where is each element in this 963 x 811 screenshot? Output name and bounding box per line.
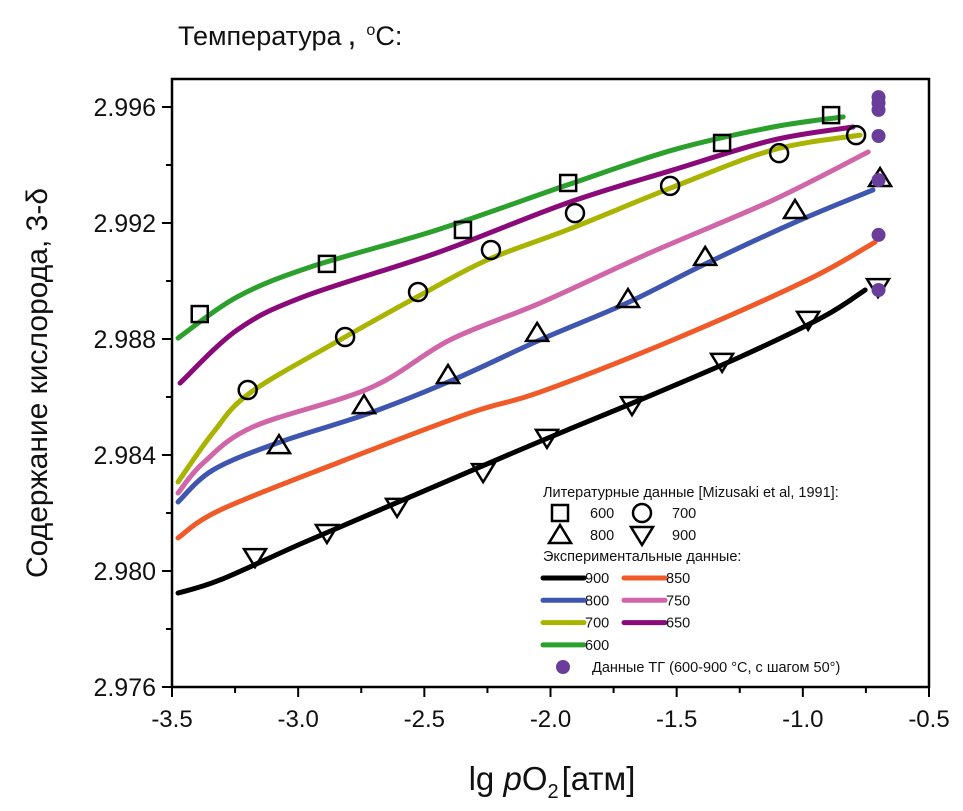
x-axis-label: lg pO2[атм] [469, 760, 636, 803]
tg-point [871, 282, 886, 297]
y-axis-label: Содержание кислорода, 3-δ [21, 188, 54, 578]
x-tick-label: -1.0 [782, 706, 823, 733]
x-tick-label: -3.0 [277, 706, 318, 733]
literature-point-900 [383, 497, 411, 520]
x-tick-label: -2.0 [530, 706, 571, 733]
literature-point-600 [821, 105, 841, 125]
tg-point [871, 173, 886, 188]
legend-literature-label: 900 [672, 528, 696, 544]
tg-points [871, 90, 886, 297]
y-tick-label: 2.992 [93, 210, 156, 238]
literature-point-800 [614, 286, 642, 309]
legend-experimental-header: Экспериментальные данные: [543, 549, 741, 565]
legend-experimental-label: 750 [666, 593, 690, 609]
literature-point-600 [453, 220, 473, 240]
literature-point-700 [334, 326, 356, 348]
plot-frame [170, 77, 931, 689]
legend-marker-triangle-up [546, 522, 574, 545]
x-tick-label: -0.5 [908, 706, 949, 733]
legend-experimental-label: 800 [585, 593, 609, 609]
legend-literature-label: 800 [590, 528, 614, 544]
legend-experimental-label: 850 [666, 571, 690, 587]
y-tick-label: 2.996 [93, 94, 156, 122]
series-line-800 [175, 187, 876, 505]
literature-point-700 [564, 202, 586, 224]
x-tick-label: -3.5 [151, 706, 192, 733]
y-tick-label: 2.984 [93, 442, 156, 470]
tg-point [871, 129, 886, 143]
literature-point-700 [480, 239, 502, 261]
legend-literature-header: Литературные данные [Mizusaki et al, 199… [543, 485, 839, 501]
legend-literature-label: 700 [672, 506, 696, 522]
series-line-850 [175, 239, 878, 541]
legend: Литературные данные [Mizusaki et al, 199… [540, 485, 840, 676]
series-line-650 [177, 124, 856, 386]
legend-experimental-label: 650 [666, 616, 690, 632]
legend-experimental-label: 900 [585, 571, 609, 587]
literature-point-800 [523, 320, 551, 343]
literature-point-900 [241, 547, 269, 570]
literature-point-700 [237, 379, 258, 401]
literature-point-900 [533, 428, 561, 451]
legend-marker-triangle-down [628, 525, 656, 548]
literature-point-900 [313, 523, 341, 546]
literature-point-600 [712, 133, 732, 153]
x-tick-label: -1.5 [656, 706, 697, 733]
y-tick-label: 2.976 [93, 674, 156, 702]
literature-point-700 [845, 124, 867, 146]
literature-point-800 [781, 197, 809, 220]
x-tick-label: -2.5 [404, 706, 445, 733]
literature-point-800 [434, 362, 462, 385]
literature-point-600 [190, 304, 210, 324]
literature-point-700 [768, 142, 790, 164]
literature-point-800 [350, 392, 378, 415]
tg-point [871, 102, 886, 117]
literature-point-700 [407, 281, 429, 303]
literature-point-600 [558, 173, 578, 193]
series-line-600 [175, 114, 846, 341]
legend-marker-square [550, 503, 570, 523]
chart-title: Температура, oC: [178, 16, 402, 52]
legend-marker-circle [631, 502, 653, 524]
legend-experimental-label: 600 [585, 638, 609, 654]
literature-point-800 [265, 432, 293, 455]
legend-experimental-label: 700 [585, 616, 609, 632]
literature-point-900 [708, 352, 736, 375]
literature-point-600 [317, 254, 337, 274]
legend-tg-label: Данные ТГ (600-900 °С, с шагом 50°) [592, 660, 840, 676]
y-tick-label: 2.988 [93, 326, 156, 354]
legend-literature-label: 600 [590, 506, 614, 522]
experimental-curves [175, 114, 878, 596]
literature-point-900 [618, 395, 646, 418]
y-tick-label: 2.980 [93, 558, 156, 586]
literature-point-900 [469, 462, 497, 485]
literature-point-800 [691, 244, 719, 267]
axes: -3.5 -3.0 -2.5 -2.0 -1.5 -1.0 -0.5 2.976 2.980 2.… [93, 94, 949, 733]
legend-tg-marker [556, 660, 570, 674]
tg-point [871, 227, 886, 242]
series-line-750 [175, 149, 871, 496]
literature-point-900 [794, 310, 822, 333]
series-line-900 [175, 287, 868, 596]
series-line-700 [175, 132, 863, 485]
literature-point-700 [659, 175, 681, 197]
